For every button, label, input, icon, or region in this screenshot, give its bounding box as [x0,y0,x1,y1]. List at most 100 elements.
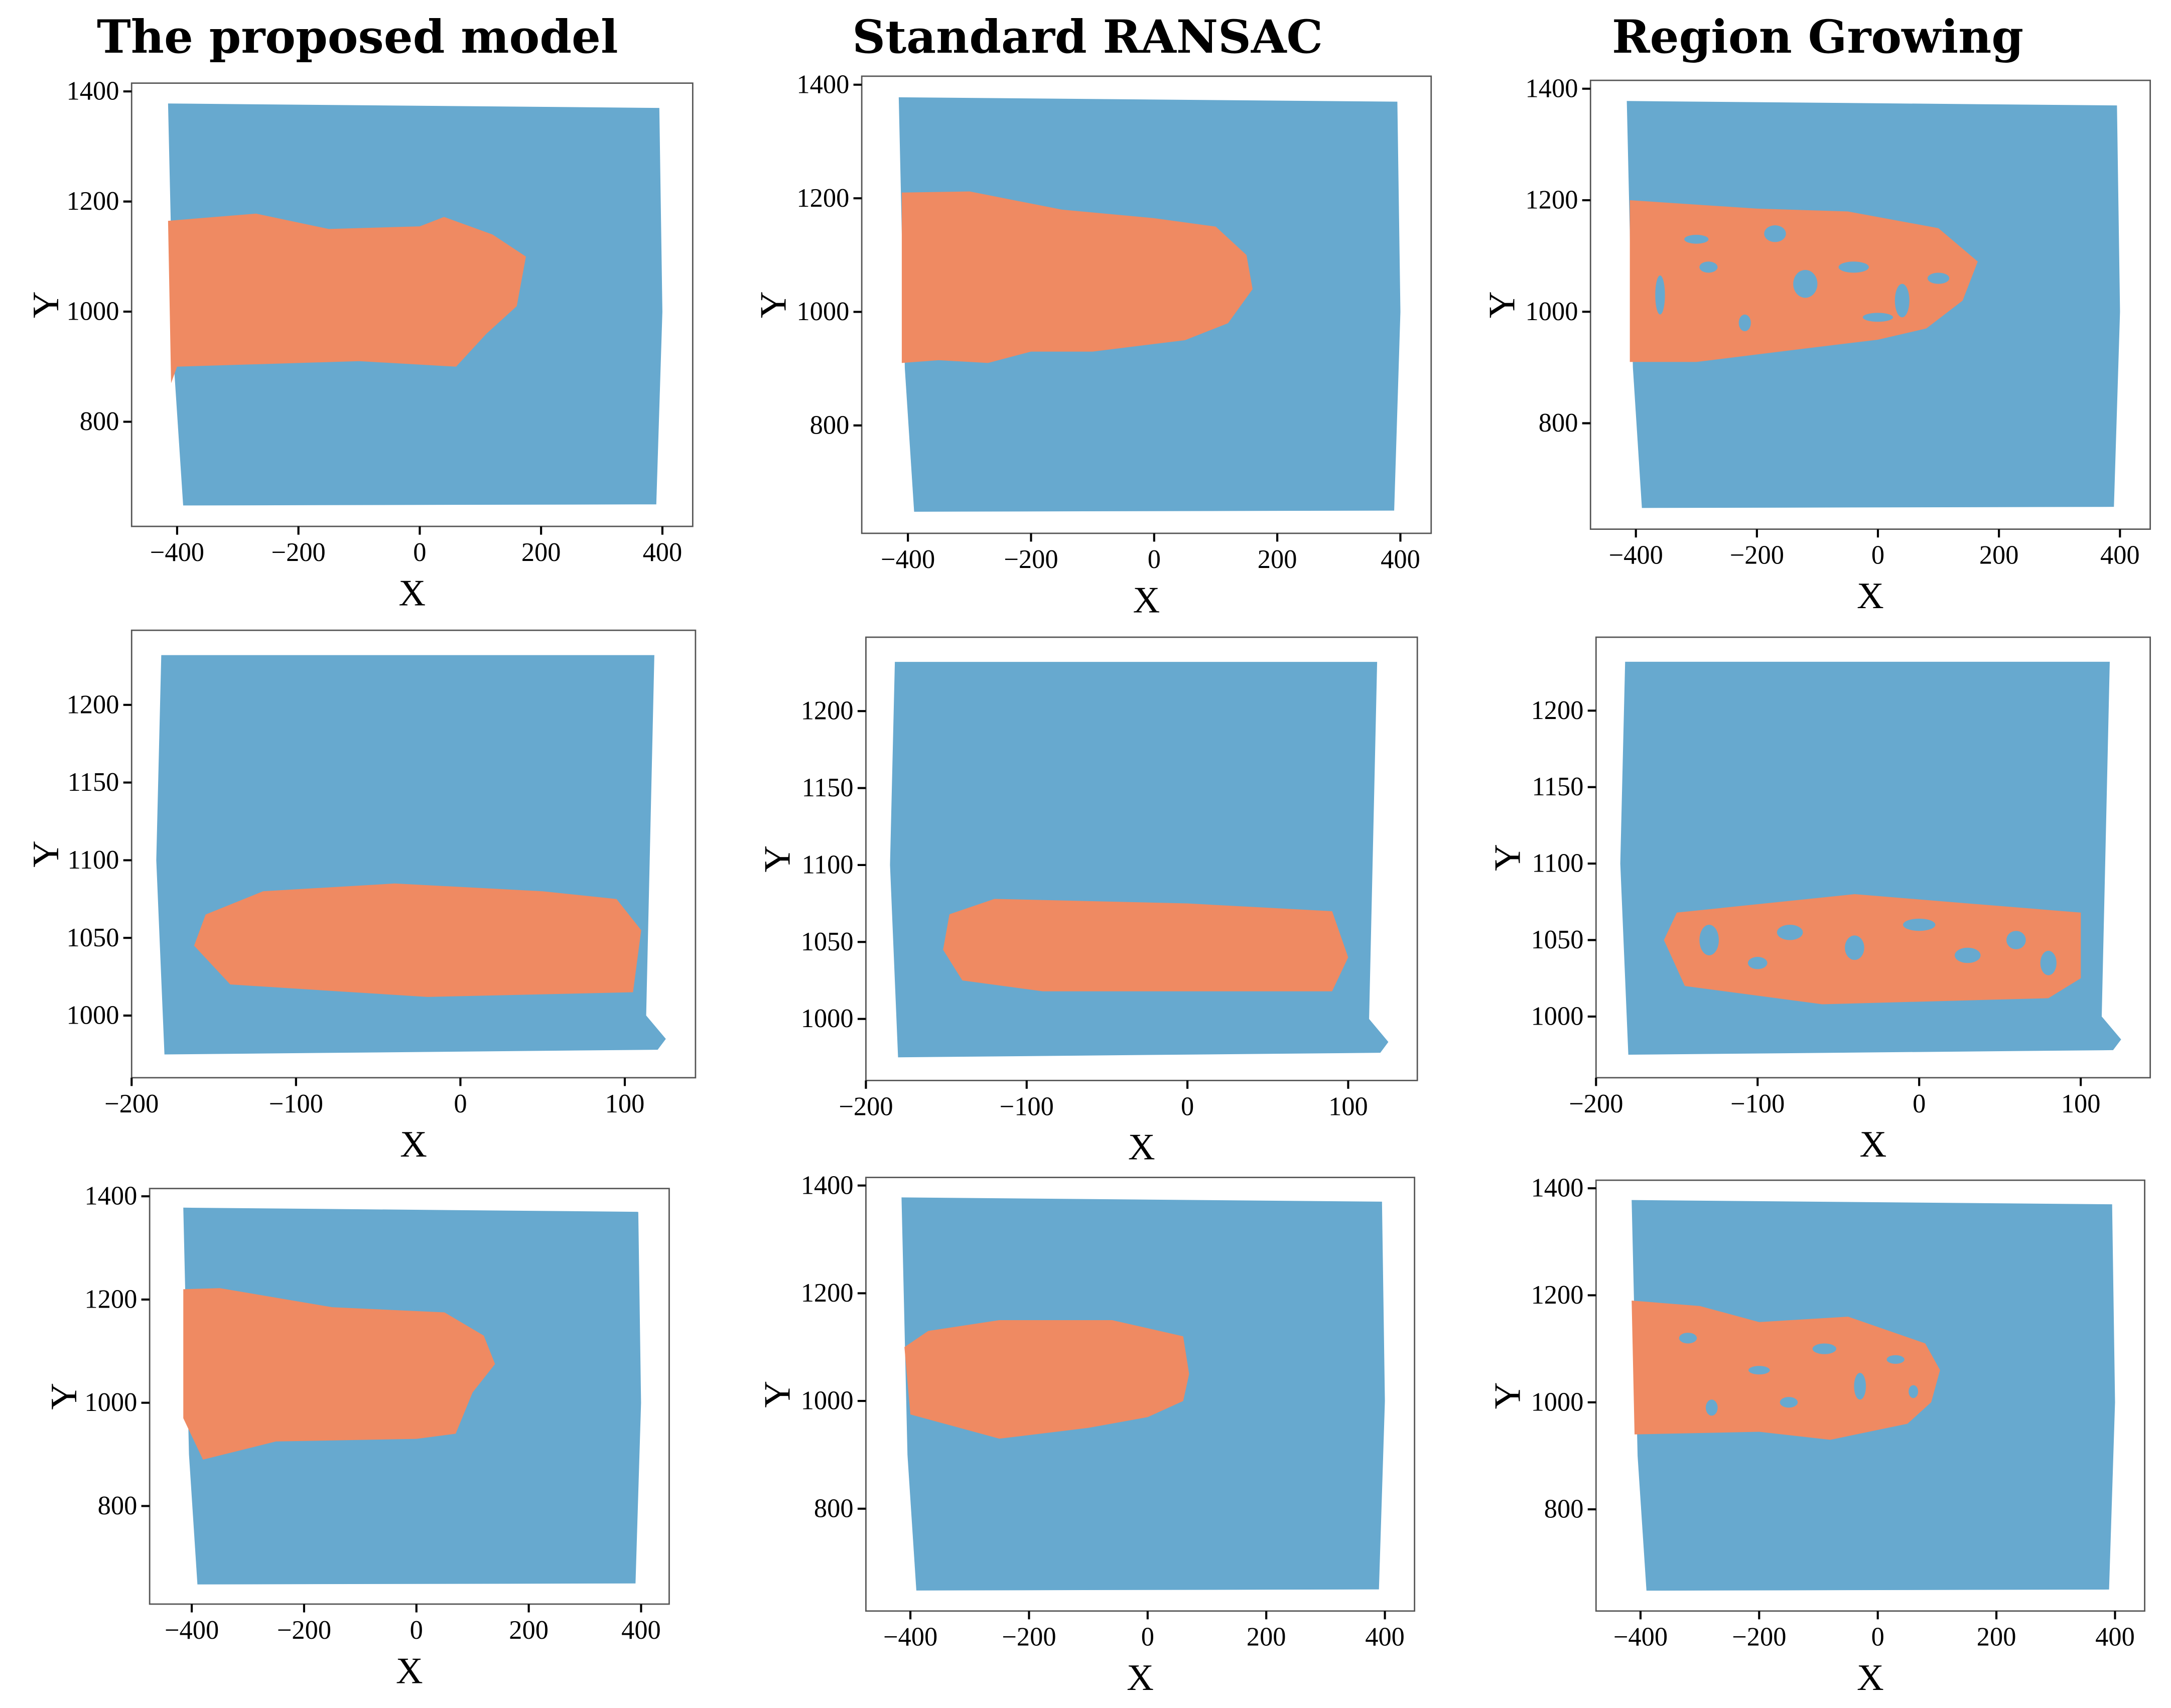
plane-gap [1780,1397,1798,1408]
y-axis-label: Y [1487,1382,1528,1409]
x-tick-label: 100 [2061,1089,2101,1118]
plane-points [168,213,526,383]
y-axis-label: Y [26,840,67,868]
x-tick-label: −200 [1004,545,1058,574]
x-tick-label: 0 [410,1616,423,1645]
y-tick-label: 800 [1544,1495,1584,1524]
column-title-region-growing: Region Growing [1612,10,2023,64]
plane-gap [1894,283,1910,318]
x-tick-label: −200 [272,538,326,567]
plane-gap [1909,1385,1919,1398]
panel-8: −400 −200 0 200 400 800 1000 1200 1400 X Y [757,1171,1416,1698]
y-axis-label: Y [26,291,67,318]
x-tick-label: 400 [2095,1623,2135,1652]
x-tick-label: 400 [621,1616,661,1645]
x-tick-label: −100 [1000,1092,1054,1121]
y-tick-label: 1400 [801,1171,854,1200]
y-tick-label: 1100 [1532,849,1584,878]
x-tick-label: −200 [1730,541,1784,570]
y-tick-label: 1150 [67,768,119,797]
panel-2: −400 −200 0 200 400 800 1000 1200 1400 X Y [753,70,1432,621]
x-tick-label: −100 [1730,1089,1785,1118]
x-axis-label: X [1128,1127,1155,1168]
y-tick-label: 1200 [1526,186,1578,215]
x-tick-label: 100 [605,1089,645,1118]
y-tick-label: 1400 [1531,1174,1584,1203]
x-tick-label: −200 [1732,1623,1786,1652]
x-tick-label: −400 [1613,1623,1668,1652]
y-tick-label: 800 [98,1491,138,1520]
plane-gap [1705,1399,1718,1416]
plane-gap [1738,314,1751,332]
plane-points [943,899,1348,991]
y-tick-label: 1200 [67,690,119,719]
y-axis-label: Y [44,1383,85,1410]
plane-gap [1793,269,1818,298]
x-tick-label: −100 [269,1089,323,1118]
x-axis-label: X [400,1124,427,1165]
y-tick-label: 800 [1539,408,1578,438]
x-axis-label: X [1127,1657,1154,1698]
y-tick-label: 1000 [801,1004,854,1033]
x-tick-label: 200 [1258,545,1297,574]
y-tick-label: 1200 [84,1285,137,1314]
x-tick-label: −200 [1002,1623,1056,1652]
y-tick-label: 800 [810,410,850,440]
y-tick-label: 1400 [1526,74,1578,103]
y-axis-label: Y [757,845,798,873]
plane-gap [2006,931,2026,949]
panel-1: −400 −200 0 200 400 800 1000 1200 1400 X Y [26,77,694,614]
y-tick-label: 1200 [67,187,119,216]
plane-gap [1777,925,1803,940]
plane-gap [1679,1333,1697,1344]
y-tick-label: 1150 [802,773,854,802]
x-tick-label: 0 [1148,545,1161,574]
y-tick-label: 1000 [1531,1002,1584,1031]
plane-gap [1684,234,1709,244]
x-tick-label: 200 [1977,1623,2016,1652]
plane-gap [1955,947,1981,963]
x-axis-label: X [398,573,426,614]
x-axis-label: X [1133,580,1160,621]
x-axis-label: X [396,1650,423,1691]
x-tick-label: −200 [1569,1089,1623,1118]
x-tick-label: 200 [521,538,561,567]
y-tick-label: 1200 [1531,1280,1584,1310]
x-tick-label: −400 [150,538,204,567]
plane-points [901,191,1253,363]
background-points [890,662,1389,1058]
x-tick-label: −400 [883,1623,937,1652]
y-tick-label: 1000 [67,1001,119,1030]
column-title-proposed: The proposed model [97,10,618,64]
plane-points [194,883,641,997]
x-tick-label: 200 [509,1616,549,1645]
x-tick-label: 0 [454,1089,467,1118]
y-tick-label: 800 [80,407,119,436]
plane-gap [1764,225,1786,242]
x-axis-label: X [1857,1657,1884,1698]
panel-3: −400 −200 0 200 400 800 1000 1200 1400 X Y [1481,74,2151,617]
x-tick-label: 400 [2100,541,2140,570]
plane-gap [1886,1355,1905,1364]
y-tick-label: 1050 [801,927,854,956]
plane-points [1664,894,2081,1005]
x-tick-label: 0 [1913,1089,1926,1118]
y-tick-label: 800 [814,1494,854,1523]
y-tick-label: 1000 [1531,1387,1584,1416]
plane-gap [1699,925,1719,955]
x-tick-label: 400 [643,538,683,567]
y-tick-label: 1100 [67,845,119,875]
x-tick-label: 200 [1247,1623,1286,1652]
x-tick-label: 400 [1365,1623,1405,1652]
panel-5: −200 −100 0 100 1000 1050 1100 1150 1200 X Y [757,636,1418,1168]
y-tick-label: 1200 [801,696,854,726]
x-tick-label: 200 [1979,541,2019,570]
x-tick-label: 0 [1181,1092,1194,1121]
plane-gap [1903,918,1936,931]
panel-6: −200 −100 0 100 1000 1050 1100 1150 1200 X Y [1487,636,2151,1165]
x-tick-label: −400 [165,1616,219,1645]
plane-gap [1699,261,1718,273]
y-tick-label: 1400 [67,77,119,106]
y-tick-label: 1200 [1531,696,1584,725]
plane-gap [1854,1373,1866,1400]
